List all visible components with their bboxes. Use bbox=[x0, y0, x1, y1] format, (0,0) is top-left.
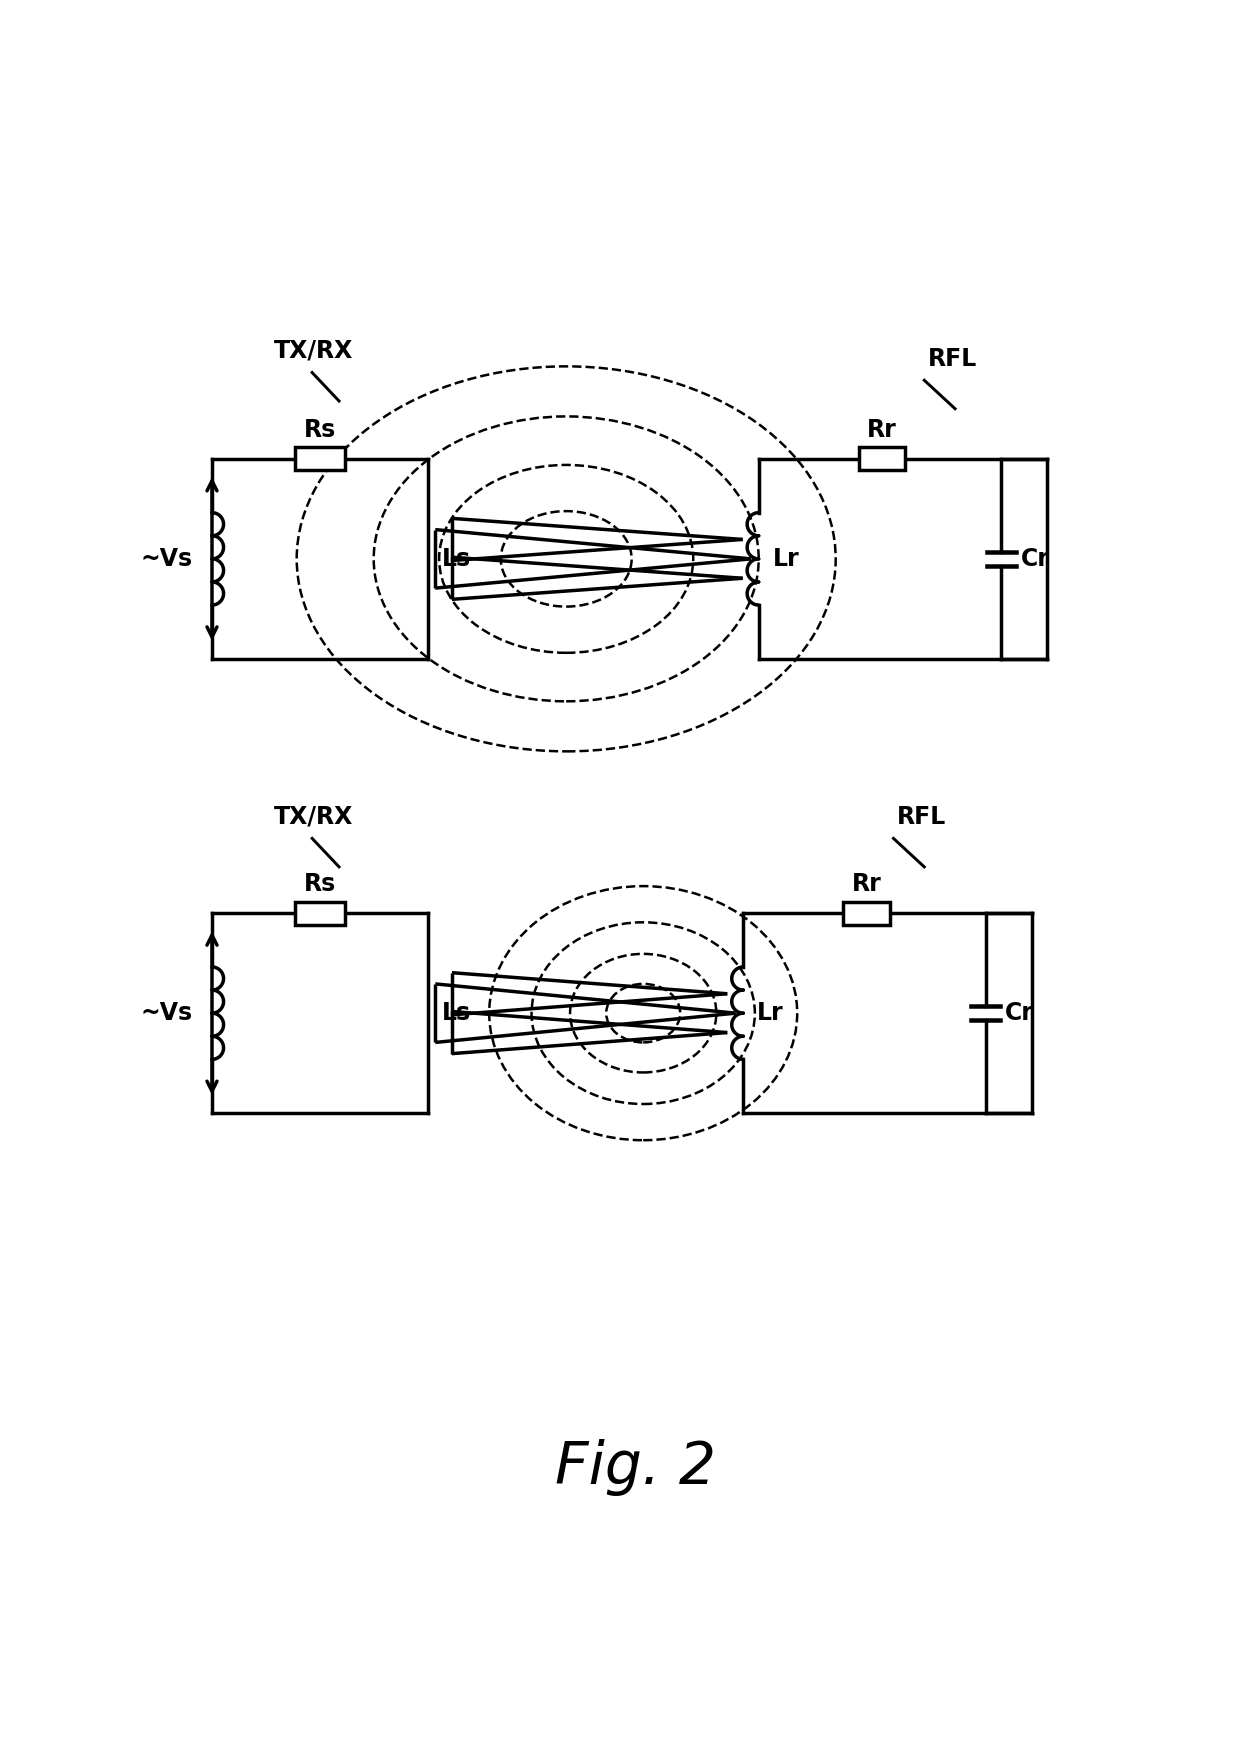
Text: Ls: Ls bbox=[441, 548, 471, 570]
Text: ~Vs: ~Vs bbox=[140, 1001, 192, 1025]
Bar bbox=[843, 902, 889, 924]
Bar bbox=[295, 902, 345, 924]
Text: TX/RX: TX/RX bbox=[274, 338, 353, 363]
Text: Cr: Cr bbox=[1021, 548, 1049, 570]
Text: Ls: Ls bbox=[441, 1001, 471, 1025]
Text: RFL: RFL bbox=[898, 804, 946, 828]
Bar bbox=[295, 446, 345, 471]
Text: Rr: Rr bbox=[852, 872, 882, 896]
Text: TX/RX: TX/RX bbox=[274, 804, 353, 828]
Text: Rr: Rr bbox=[867, 419, 897, 441]
Text: Rs: Rs bbox=[304, 872, 336, 896]
Text: Cr: Cr bbox=[1006, 1001, 1034, 1025]
Text: Rs: Rs bbox=[304, 419, 336, 441]
Text: ~Vs: ~Vs bbox=[140, 548, 192, 570]
Text: Lr: Lr bbox=[773, 548, 800, 570]
Text: Fig. 2: Fig. 2 bbox=[556, 1439, 715, 1496]
Bar bbox=[859, 446, 905, 471]
Text: RFL: RFL bbox=[928, 347, 977, 371]
Text: Lr: Lr bbox=[758, 1001, 784, 1025]
